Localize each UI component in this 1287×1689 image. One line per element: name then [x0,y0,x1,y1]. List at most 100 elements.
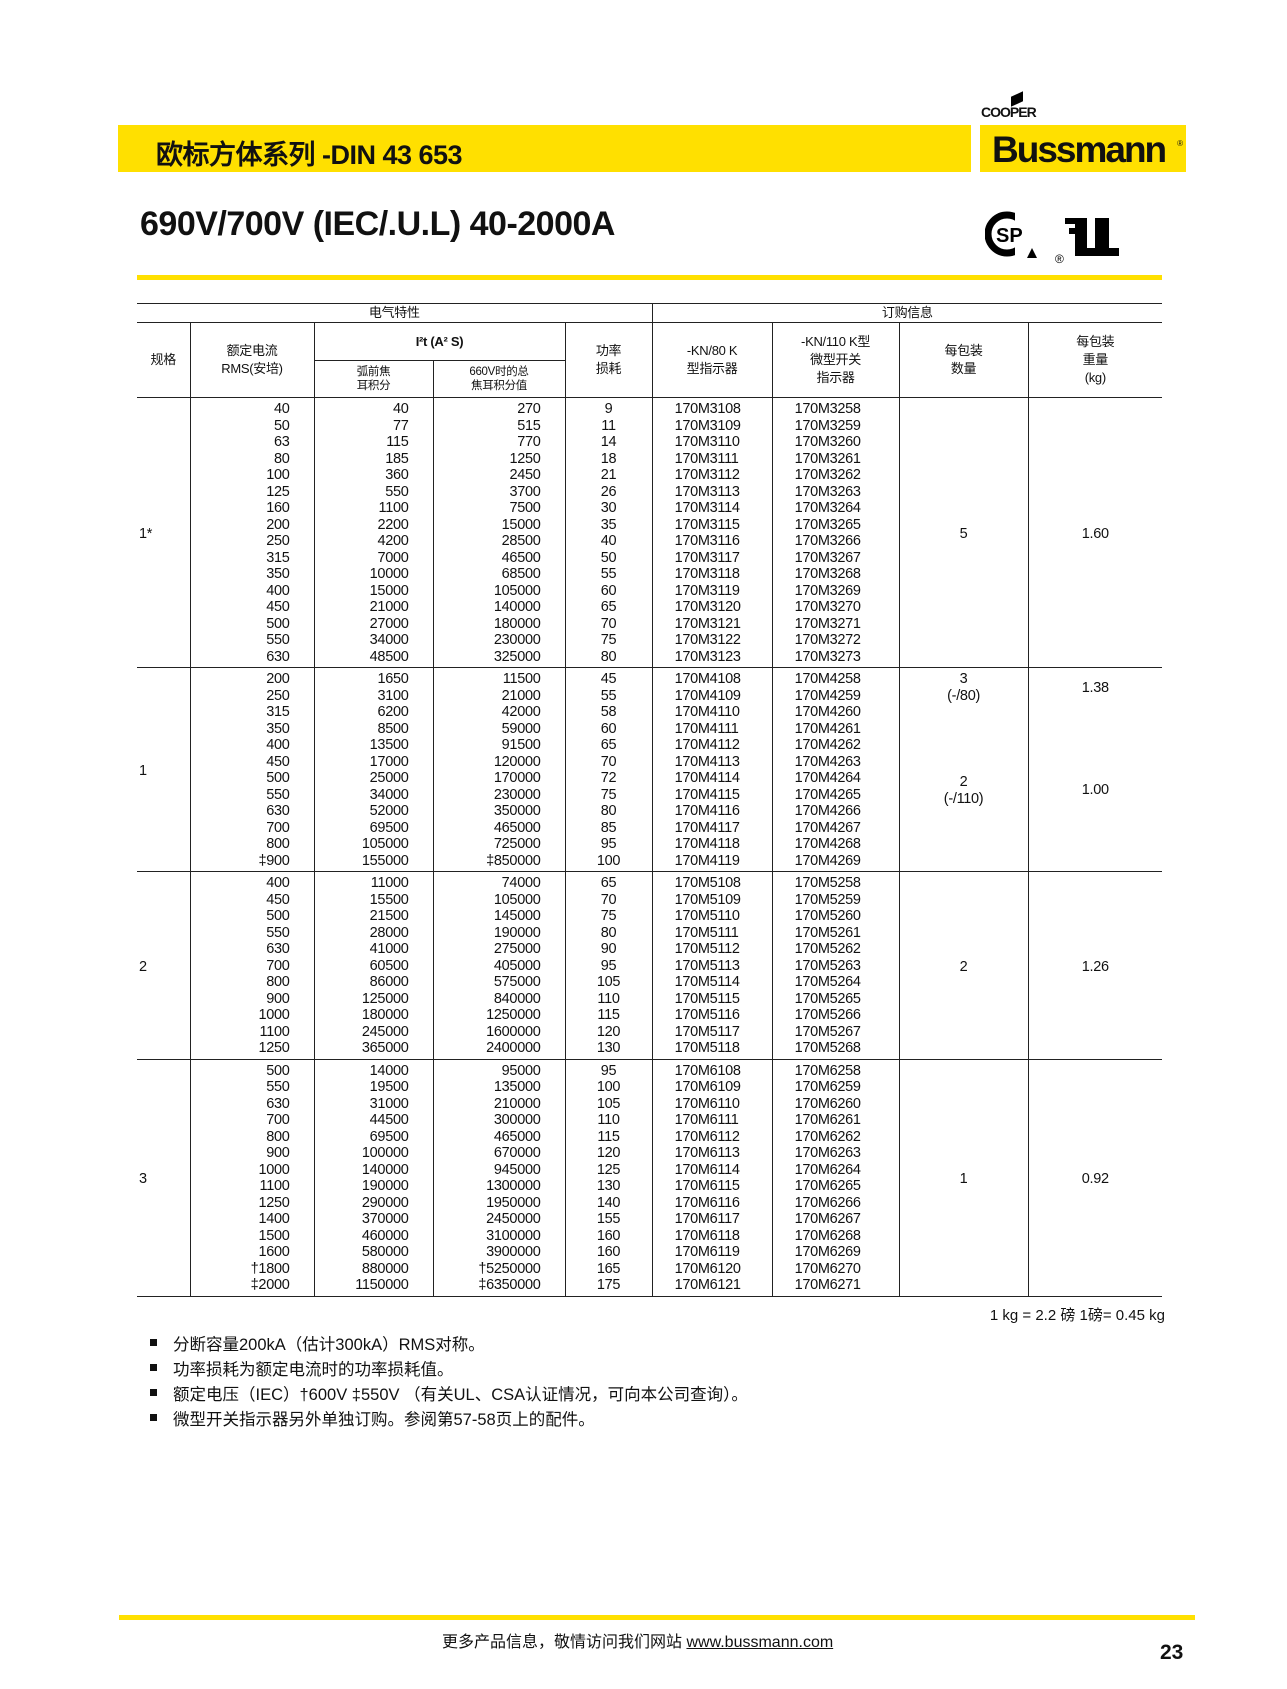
kn110-part-cell: 170M3258 [771,397,900,418]
kn110-part-cell: 170M4264 [771,770,900,787]
col-prearc-header: 弧前焦 耳积分 [313,360,433,398]
footer-divider [119,1615,1195,1620]
kn110-part-cell: 170M4268 [771,836,900,853]
table-row: 800 69500 465000 115 170M6112 170M6262 [137,1128,1162,1145]
kn110-part-cell: 170M5265 [771,990,900,1007]
prearc-i2t-cell: 40 [313,397,433,418]
prearc-i2t-cell: 48500 [313,648,433,668]
weight-cell: 1.26 [1027,871,1163,1059]
total-i2t-cell: 230000 [432,786,565,803]
power-loss-cell: 115 [564,1128,653,1145]
total-i2t-cell: 945000 [432,1161,565,1178]
kn80-part-cell: 170M3109 [651,417,773,434]
rated-current-cell: ‡900 [189,852,314,872]
website-link[interactable]: www.bussmann.com [686,1634,834,1651]
kn110-part-cell: 170M3260 [771,434,900,451]
pack-qty-cell: 2 [898,871,1029,1059]
kn110-part-cell: 170M6260 [771,1095,900,1112]
kn80-part-cell: 170M4117 [651,819,773,836]
kn80-part-cell: 170M5118 [651,1040,773,1059]
prearc-i2t-cell: 115 [313,434,433,451]
total-i2t-cell: 210000 [432,1095,565,1112]
kn110-part-cell: 170M5260 [771,908,900,925]
kn80-part-cell: 170M4116 [651,803,773,820]
prearc-i2t-cell: 19500 [313,1079,433,1096]
table-row: 550 19500 135000 100 170M6109 170M6259 [137,1079,1162,1096]
size-group: 3 500 14000 95000 95 170M6108 170M6258 1 0.92 550… [137,1059,1163,1296]
prearc-i2t-cell: 1650 [313,667,433,688]
table-row: 315 7000 46500 50 170M3117 170M3267 [137,549,1162,566]
rated-current-cell: 50 [189,417,314,434]
rated-current-cell: 700 [189,819,314,836]
weight-cell: 1.38 [1027,667,1163,770]
power-loss-cell: 65 [564,599,653,616]
kn80-part-cell: 170M5109 [651,891,773,908]
power-loss-cell: 100 [564,852,653,872]
kn80-part-cell: 170M6108 [651,1059,773,1079]
total-i2t-cell: 46500 [432,549,565,566]
rated-current-cell: 900 [189,990,314,1007]
group-ordering-header: 订购信息 [651,303,1163,323]
kn80-part-cell: 170M3111 [651,450,773,467]
total-i2t-cell: 515 [432,417,565,434]
prearc-i2t-cell: 15000 [313,582,433,599]
rated-current-cell: 550 [189,924,314,941]
group-electrical-header: 电气特性 [137,303,653,323]
bullet-icon [150,1364,157,1371]
prearc-i2t-cell: 25000 [313,770,433,787]
table-row: 1400 370000 2450000 155 170M6117 170M6267 [137,1211,1162,1228]
rated-current-cell: 630 [189,803,314,820]
total-i2t-cell: 91500 [432,737,565,754]
size-group: 2 400 11000 74000 65 170M5108 170M5258 2 1.26 450… [137,871,1163,1059]
total-i2t-cell: ‡6350000 [432,1277,565,1296]
kn110-part-cell: 170M4258 [771,667,900,688]
power-loss-cell: 110 [564,1112,653,1129]
kn80-part-cell: 170M4119 [651,852,773,872]
kn80-part-cell: 170M3120 [651,599,773,616]
pack-qty-cell: 2 (-/110) [898,770,1029,872]
power-loss-cell: 9 [564,397,653,418]
kn110-part-cell: 170M4262 [771,737,900,754]
power-loss-cell: 65 [564,871,653,892]
table-row: 1250 290000 1950000 140 170M6116 170M6266 [137,1194,1162,1211]
rated-current-cell: 550 [189,632,314,649]
kn80-part-cell: 170M4109 [651,687,773,704]
table-row: 450 17000 120000 70 170M4113 170M4263 [137,753,1162,770]
kn80-part-cell: 170M6118 [651,1227,773,1244]
total-i2t-cell: 350000 [432,803,565,820]
total-i2t-cell: 465000 [432,819,565,836]
kn110-part-cell: 170M6267 [771,1211,900,1228]
power-loss-cell: 30 [564,500,653,517]
kn110-part-cell: 170M3265 [771,516,900,533]
kn80-part-cell: 170M3113 [651,483,773,500]
power-loss-cell: 70 [564,891,653,908]
power-loss-cell: 35 [564,516,653,533]
power-loss-cell: 11 [564,417,653,434]
power-loss-cell: 72 [564,770,653,787]
total-i2t-cell: ‡850000 [432,852,565,872]
total-i2t-cell: 135000 [432,1079,565,1096]
kn80-part-cell: 170M4118 [651,836,773,853]
col-size-header: 规格 [137,322,190,398]
kn80-part-cell: 170M5110 [651,908,773,925]
total-i2t-cell: 2400000 [432,1040,565,1059]
total-i2t-cell: 230000 [432,632,565,649]
rated-current-cell: 630 [189,1095,314,1112]
kn80-part-cell: 170M6121 [651,1277,773,1296]
table-row: 630 48500 325000 80 170M3123 170M3273 [137,648,1162,668]
kn110-part-cell: 170M6268 [771,1227,900,1244]
weight-cell: 1.00 [1027,770,1163,872]
table-row: 500 25000 170000 72 170M4114 170M4264 2 (-/110)… [137,770,1163,872]
footer: 更多产品信息，敬情访问我们网站 www.bussmann.com [442,1628,833,1652]
kn110-part-cell: 170M5259 [771,891,900,908]
kn110-part-cell: 170M4259 [771,687,900,704]
unit-conversion: 1 kg = 2.2 磅 1磅= 0.45 kg [989,1307,1165,1324]
prearc-i2t-cell: 13500 [313,737,433,754]
weight-cell: 0.92 [1027,1059,1163,1296]
prearc-i2t-cell: 290000 [313,1194,433,1211]
total-i2t-cell: 1250 [432,450,565,467]
svg-text:®: ® [1055,252,1064,266]
size-cell: 1* [139,525,153,542]
kn110-part-cell: 170M6261 [771,1112,900,1129]
prearc-i2t-cell: 365000 [313,1040,433,1059]
